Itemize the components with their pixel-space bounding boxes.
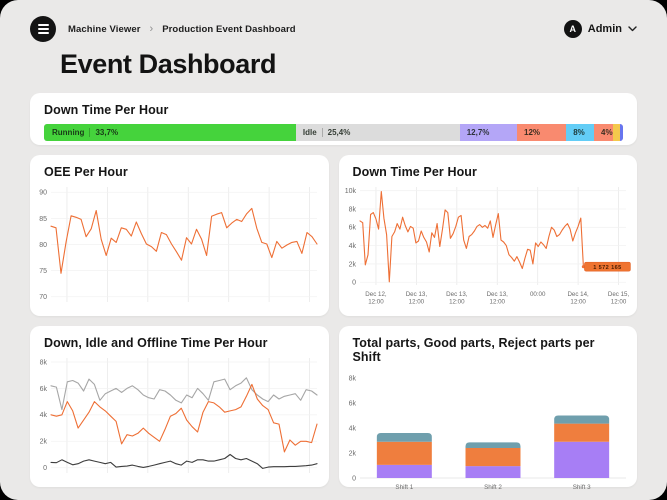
svg-text:10k: 10k bbox=[344, 188, 356, 195]
svg-text:12:00: 12:00 bbox=[449, 299, 465, 306]
svg-text:Dec 15,: Dec 15, bbox=[607, 291, 629, 298]
chevron-down-icon bbox=[628, 26, 637, 32]
parts-stacked-bar-chart: 0 2k 4k 6k 8k Shift 1 Shift 2 Shift 3 bbox=[348, 375, 626, 491]
menu-button[interactable] bbox=[30, 16, 56, 42]
svg-text:Dec 12,: Dec 12, bbox=[365, 291, 387, 298]
svg-text:12:00: 12:00 bbox=[408, 299, 424, 306]
bar-segment-label: Running bbox=[52, 128, 85, 137]
bar-segment-divider bbox=[89, 128, 91, 137]
svg-text:2k: 2k bbox=[348, 261, 356, 268]
svg-text:0: 0 bbox=[352, 475, 356, 482]
svg-text:6k: 6k bbox=[40, 386, 48, 393]
bar-segment-divider bbox=[321, 128, 323, 137]
svg-text:85: 85 bbox=[39, 216, 47, 223]
card-downtime-summary: Down Time Per Hour Running 33,7% Idle 25,4%… bbox=[30, 93, 637, 145]
down-idle-offline-line-chart: 0 2k 4k 6k 8k bbox=[40, 358, 318, 473]
bar-segment-value: 8% bbox=[573, 128, 585, 137]
svg-text:12:00: 12:00 bbox=[610, 299, 626, 306]
downtime-summary-title: Down Time Per Hour bbox=[44, 103, 169, 117]
svg-text:0: 0 bbox=[352, 280, 356, 287]
downtime-chart-title: Down Time Per Hour bbox=[352, 165, 478, 179]
svg-text:Shift 2: Shift 2 bbox=[484, 484, 502, 491]
breadcrumb-production-event-dashboard[interactable]: Production Event Dashboard bbox=[162, 23, 296, 35]
svg-text:Dec 13,: Dec 13, bbox=[486, 291, 508, 298]
bar-segment-value: 4% bbox=[601, 128, 613, 137]
svg-text:4k: 4k bbox=[40, 412, 48, 419]
svg-text:6k: 6k bbox=[348, 225, 356, 232]
svg-text:75: 75 bbox=[39, 268, 47, 275]
svg-text:90: 90 bbox=[39, 190, 47, 197]
charts-grid: OEE Per Hour 70 75 80 85 90 Down Time Per Ho… bbox=[30, 155, 637, 491]
dashboard-content: Down Time Per Hour Running 33,7% Idle 25,4%… bbox=[0, 93, 667, 491]
svg-text:12:00: 12:00 bbox=[489, 299, 505, 306]
bar-segment-value: 33,7% bbox=[95, 128, 119, 137]
breadcrumb-machine-viewer[interactable]: Machine Viewer bbox=[68, 23, 141, 35]
chevron-right-icon: › bbox=[149, 22, 154, 35]
user-name: Admin bbox=[587, 23, 622, 35]
svg-text:12:00: 12:00 bbox=[570, 299, 586, 306]
down-idle-offline-chart-title: Down, Idle and Offline Time Per Hour bbox=[44, 336, 268, 350]
svg-text:Dec 13,: Dec 13, bbox=[446, 291, 468, 298]
svg-text:80: 80 bbox=[39, 242, 47, 249]
svg-text:70: 70 bbox=[39, 294, 47, 301]
svg-text:Dec 14,: Dec 14, bbox=[567, 291, 589, 298]
svg-text:00:00: 00:00 bbox=[529, 291, 545, 298]
svg-text:1 572 165: 1 572 165 bbox=[593, 265, 622, 271]
bar-segment-value: 25,4% bbox=[327, 128, 351, 137]
svg-text:4k: 4k bbox=[348, 243, 356, 250]
svg-text:2k: 2k bbox=[348, 450, 356, 457]
svg-text:2k: 2k bbox=[40, 439, 48, 446]
card-oee-chart: OEE Per Hour 70 75 80 85 90 bbox=[30, 155, 329, 316]
svg-text:Shift 3: Shift 3 bbox=[572, 484, 590, 491]
svg-text:8k: 8k bbox=[40, 359, 48, 366]
oee-chart-title: OEE Per Hour bbox=[44, 165, 128, 179]
svg-text:8k: 8k bbox=[348, 375, 356, 382]
bar-segment-value: 12,7% bbox=[466, 128, 490, 137]
svg-text:6k: 6k bbox=[348, 400, 356, 407]
svg-text:Shift 1: Shift 1 bbox=[395, 484, 413, 491]
parts-per-shift-chart-title: Total parts, Good parts, Reject parts pe… bbox=[352, 336, 595, 364]
card-down-idle-offline-chart: Down, Idle and Offline Time Per Hour 0 2k… bbox=[30, 326, 329, 487]
downtime-stacked-bar: Running 33,7% Idle 25,4% 12,7% 12% 8% 4% bbox=[44, 124, 623, 141]
svg-text:8k: 8k bbox=[348, 206, 356, 213]
bar-segment bbox=[619, 124, 623, 141]
oee-line-chart: 70 75 80 85 90 bbox=[39, 187, 318, 302]
user-menu[interactable]: A Admin bbox=[563, 20, 637, 38]
page-title: Event Dashboard bbox=[60, 49, 277, 79]
topbar: Machine Viewer › Production Event Dashbo… bbox=[0, 0, 667, 42]
svg-text:Dec 13,: Dec 13, bbox=[405, 291, 427, 298]
bar-segment: Running 33,7% bbox=[44, 124, 296, 141]
card-parts-per-shift-chart: Total parts, Good parts, Reject parts pe… bbox=[338, 326, 637, 491]
hamburger-icon bbox=[37, 24, 49, 34]
bar-segment-label: Idle bbox=[302, 128, 317, 137]
avatar: A bbox=[563, 20, 582, 38]
bar-segment: 4% bbox=[594, 124, 613, 141]
bar-segment-value: 12% bbox=[524, 128, 541, 137]
bar-segment: 12% bbox=[517, 124, 567, 141]
bar-segment: Idle 25,4% bbox=[295, 124, 460, 141]
svg-text:0: 0 bbox=[43, 465, 47, 472]
bar-segment: 8% bbox=[566, 124, 594, 141]
svg-text:12:00: 12:00 bbox=[368, 299, 384, 306]
breadcrumb: Machine Viewer › Production Event Dashbo… bbox=[68, 22, 296, 35]
card-downtime-chart: Down Time Per Hour 0 2k 4k 6k 8k 10k Dec 12, 12… bbox=[338, 155, 637, 316]
svg-text:4k: 4k bbox=[348, 425, 356, 432]
bar-segment bbox=[612, 124, 620, 141]
bar-segment: 12,7% bbox=[459, 124, 518, 141]
